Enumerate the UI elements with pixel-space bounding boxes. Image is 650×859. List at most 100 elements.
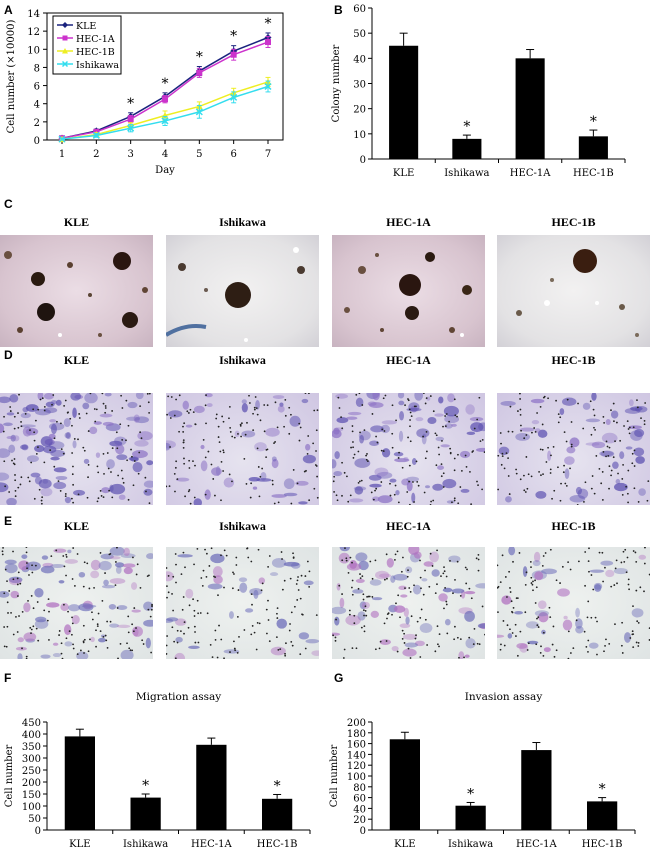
cell xyxy=(38,478,52,489)
pore xyxy=(422,393,425,395)
legend-marker xyxy=(62,22,68,28)
pore xyxy=(139,405,142,408)
pore xyxy=(541,448,544,451)
pore xyxy=(481,605,484,608)
pore xyxy=(266,448,269,451)
cell xyxy=(638,554,647,560)
pore xyxy=(361,575,364,578)
pore xyxy=(534,602,537,604)
cell xyxy=(442,587,453,593)
pore xyxy=(136,563,139,566)
cell xyxy=(594,584,602,592)
cell xyxy=(508,547,516,556)
pore xyxy=(400,570,403,573)
x-tick-label: Ishikawa xyxy=(123,839,168,850)
pore xyxy=(246,547,248,550)
pore xyxy=(64,493,67,495)
cell xyxy=(134,416,150,424)
cell xyxy=(585,442,600,446)
pore xyxy=(341,593,343,595)
pore xyxy=(402,556,404,559)
cell xyxy=(478,422,485,432)
pore xyxy=(15,615,17,618)
cell xyxy=(475,447,485,452)
pore xyxy=(457,502,460,505)
bar xyxy=(64,736,95,830)
y-tick-label: 160 xyxy=(347,740,366,751)
cell xyxy=(175,636,183,643)
y-tick-label: 14 xyxy=(27,9,40,20)
pore xyxy=(225,554,228,557)
cell xyxy=(615,478,621,485)
cell xyxy=(279,402,284,407)
data-point xyxy=(230,51,237,58)
pore xyxy=(379,640,382,643)
pore xyxy=(172,609,175,612)
pore xyxy=(289,623,291,625)
pore xyxy=(283,425,285,428)
pore xyxy=(535,586,538,589)
cell xyxy=(17,653,23,659)
pore xyxy=(534,430,537,433)
significance-marker: * xyxy=(127,96,134,112)
pore xyxy=(304,647,307,650)
pore xyxy=(25,657,28,659)
pore xyxy=(445,413,448,415)
pore xyxy=(222,451,225,454)
pore xyxy=(567,561,570,564)
pore xyxy=(187,412,190,414)
pore xyxy=(547,397,549,400)
cell xyxy=(591,393,597,401)
y-axis-label: Colony number xyxy=(331,44,342,122)
pore xyxy=(620,644,623,647)
pore xyxy=(301,613,304,616)
cell xyxy=(347,411,362,416)
pore xyxy=(592,588,595,591)
data-point xyxy=(230,93,238,101)
pore xyxy=(215,413,218,416)
bar xyxy=(389,739,420,830)
pore xyxy=(105,639,108,642)
pore xyxy=(147,401,150,404)
pore xyxy=(131,623,134,626)
pore xyxy=(621,493,624,496)
pore xyxy=(561,565,564,568)
pore xyxy=(256,447,259,450)
row-e-label-kle: KLE xyxy=(63,519,90,533)
cell xyxy=(534,610,549,617)
pore xyxy=(94,420,97,423)
pore xyxy=(540,645,542,648)
pore xyxy=(59,490,62,492)
y-tick-label: 12 xyxy=(27,27,40,38)
pore xyxy=(119,423,122,426)
pore xyxy=(307,435,310,437)
pore xyxy=(590,487,593,490)
significance-marker: * xyxy=(590,114,597,130)
pore xyxy=(38,488,41,491)
data-point xyxy=(196,69,203,76)
pore xyxy=(106,452,109,454)
pore xyxy=(174,466,177,469)
pore xyxy=(351,425,354,427)
pore xyxy=(41,397,44,400)
pore xyxy=(238,635,240,638)
pore xyxy=(18,393,20,396)
pore xyxy=(28,480,31,483)
x-tick-label: KLE xyxy=(394,839,415,850)
cell xyxy=(374,467,389,477)
pore xyxy=(97,612,100,615)
cell xyxy=(0,423,5,434)
pore xyxy=(381,428,384,431)
pore xyxy=(82,585,85,588)
pore xyxy=(228,417,230,420)
significance-marker: * xyxy=(467,786,474,802)
pore xyxy=(536,412,538,414)
pore xyxy=(515,472,518,475)
pore xyxy=(228,405,231,408)
cell xyxy=(585,418,601,423)
pore xyxy=(391,432,394,435)
pore xyxy=(525,456,528,458)
pore xyxy=(509,405,512,408)
legend-label: Ishikawa xyxy=(76,60,119,71)
pore xyxy=(602,415,605,418)
